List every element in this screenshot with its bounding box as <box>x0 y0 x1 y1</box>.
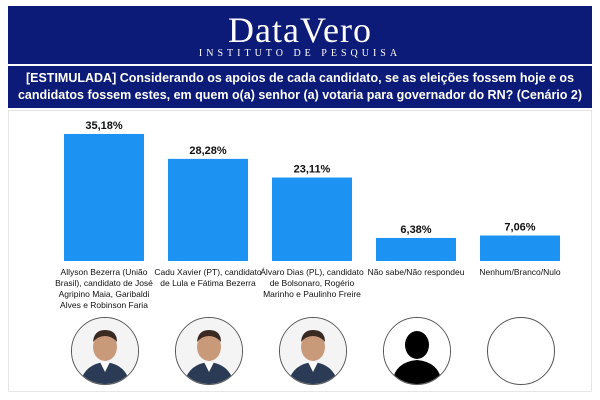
candidate-photo <box>71 317 139 385</box>
brand-logo: DataVero <box>228 10 372 50</box>
bar-value-label: 7,06% <box>504 222 535 234</box>
bar <box>272 177 352 261</box>
silhouette-icon <box>383 317 451 385</box>
candidate-photo <box>175 317 243 385</box>
header: DataVero INSTITUTO DE PESQUISA <box>0 0 600 64</box>
bar <box>376 237 456 261</box>
category-label: Allyson Bezerra (União Brasil), candidat… <box>55 267 153 310</box>
brand-banner: DataVero INSTITUTO DE PESQUISA <box>8 6 592 64</box>
bar-value-label: 6,38% <box>400 224 431 236</box>
category-label: Não sabe/Não respondeu <box>367 267 465 277</box>
bar <box>64 133 144 261</box>
bar <box>480 235 560 261</box>
candidate-photo <box>279 317 347 385</box>
brand-subtitle: INSTITUTO DE PESQUISA <box>198 48 402 59</box>
bar-value-label: 35,18% <box>85 120 123 132</box>
category-label: Cadu Xavier (PT), candidato de Lula e Fá… <box>154 267 262 288</box>
category-label: Álvaro Dias (PL), candidato de Bolsonaro… <box>260 267 364 299</box>
category-label: Nenhum/Branco/Nulo <box>479 267 561 277</box>
bar-chart: 35,18% 28,28% 23,11% 6,38% 7,06% <box>64 120 560 261</box>
empty-circle <box>487 317 555 385</box>
bar-value-label: 28,28% <box>189 145 227 157</box>
bar-value-label: 23,11% <box>294 164 331 176</box>
chart-panel: 35,18% 28,28% 23,11% 6,38% 7,06% Allyson Bez… <box>8 110 592 392</box>
question-title: [ESTIMULADA] Considerando os apoios de c… <box>8 66 592 108</box>
bar <box>168 158 248 261</box>
